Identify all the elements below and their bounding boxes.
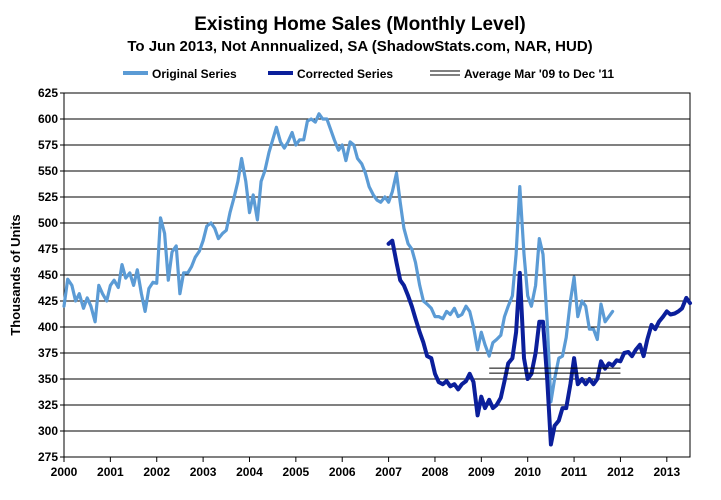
y-tick-label: 525 [38, 190, 58, 204]
series-lines [62, 112, 692, 447]
y-tick-label: 550 [38, 164, 58, 178]
y-tick-label: 350 [38, 372, 58, 386]
y-axis-ticks: 275 300 325 350 375 400 425 450 475 500 525 550 575 6… [38, 86, 64, 464]
gridlines [64, 118, 690, 432]
x-tick-label: 2001 [97, 465, 124, 479]
legend-label-average: Average Mar '09 to Dec '11 [464, 67, 614, 81]
x-tick-label: 2012 [607, 465, 634, 479]
legend-swatch-average [430, 70, 460, 76]
y-tick-label: 475 [38, 242, 58, 256]
y-tick-label: 600 [38, 112, 58, 126]
y-tick-label: 275 [38, 450, 58, 464]
y-tick-label: 425 [38, 294, 58, 308]
y-tick-label: 375 [38, 346, 58, 360]
series-original-line [62, 112, 615, 404]
y-tick-label: 300 [38, 424, 58, 438]
y-tick-label: 500 [38, 216, 58, 230]
x-tick-label: 2007 [375, 465, 402, 479]
y-tick-label: 400 [38, 320, 58, 334]
x-tick-label: 2008 [422, 465, 449, 479]
x-axis-ticks: 2000 2001 2002 2003 2004 2005 2006 2007 2008 2009… [51, 457, 680, 479]
x-tick-label: 2003 [190, 465, 217, 479]
x-tick-label: 2000 [51, 465, 78, 479]
chart-title: Existing Home Sales (Monthly Level) [194, 14, 526, 35]
x-tick-label: 2013 [653, 465, 680, 479]
legend-label-corrected: Corrected Series [297, 67, 393, 81]
series-corrected-line [386, 238, 692, 447]
series-average [489, 367, 621, 374]
x-tick-label: 2006 [329, 465, 356, 479]
x-tick-label: 2009 [468, 465, 495, 479]
y-tick-label: 450 [38, 268, 58, 282]
legend-label-original: Original Series [152, 67, 237, 81]
legend: Original Series Corrected Series Average… [123, 67, 614, 81]
y-tick-label: 575 [38, 138, 58, 152]
x-tick-label: 2004 [236, 465, 263, 479]
y-axis-title: Thousands of Units [8, 214, 23, 335]
x-tick-label: 2002 [143, 465, 170, 479]
y-tick-label: 625 [38, 86, 58, 100]
x-tick-label: 2010 [514, 465, 541, 479]
y-tick-label: 325 [38, 398, 58, 412]
x-tick-label: 2011 [561, 465, 587, 479]
chart-subtitle: To Jun 2013, Not Annnualized, SA (Shadow… [127, 38, 592, 55]
x-tick-label: 2005 [283, 465, 310, 479]
